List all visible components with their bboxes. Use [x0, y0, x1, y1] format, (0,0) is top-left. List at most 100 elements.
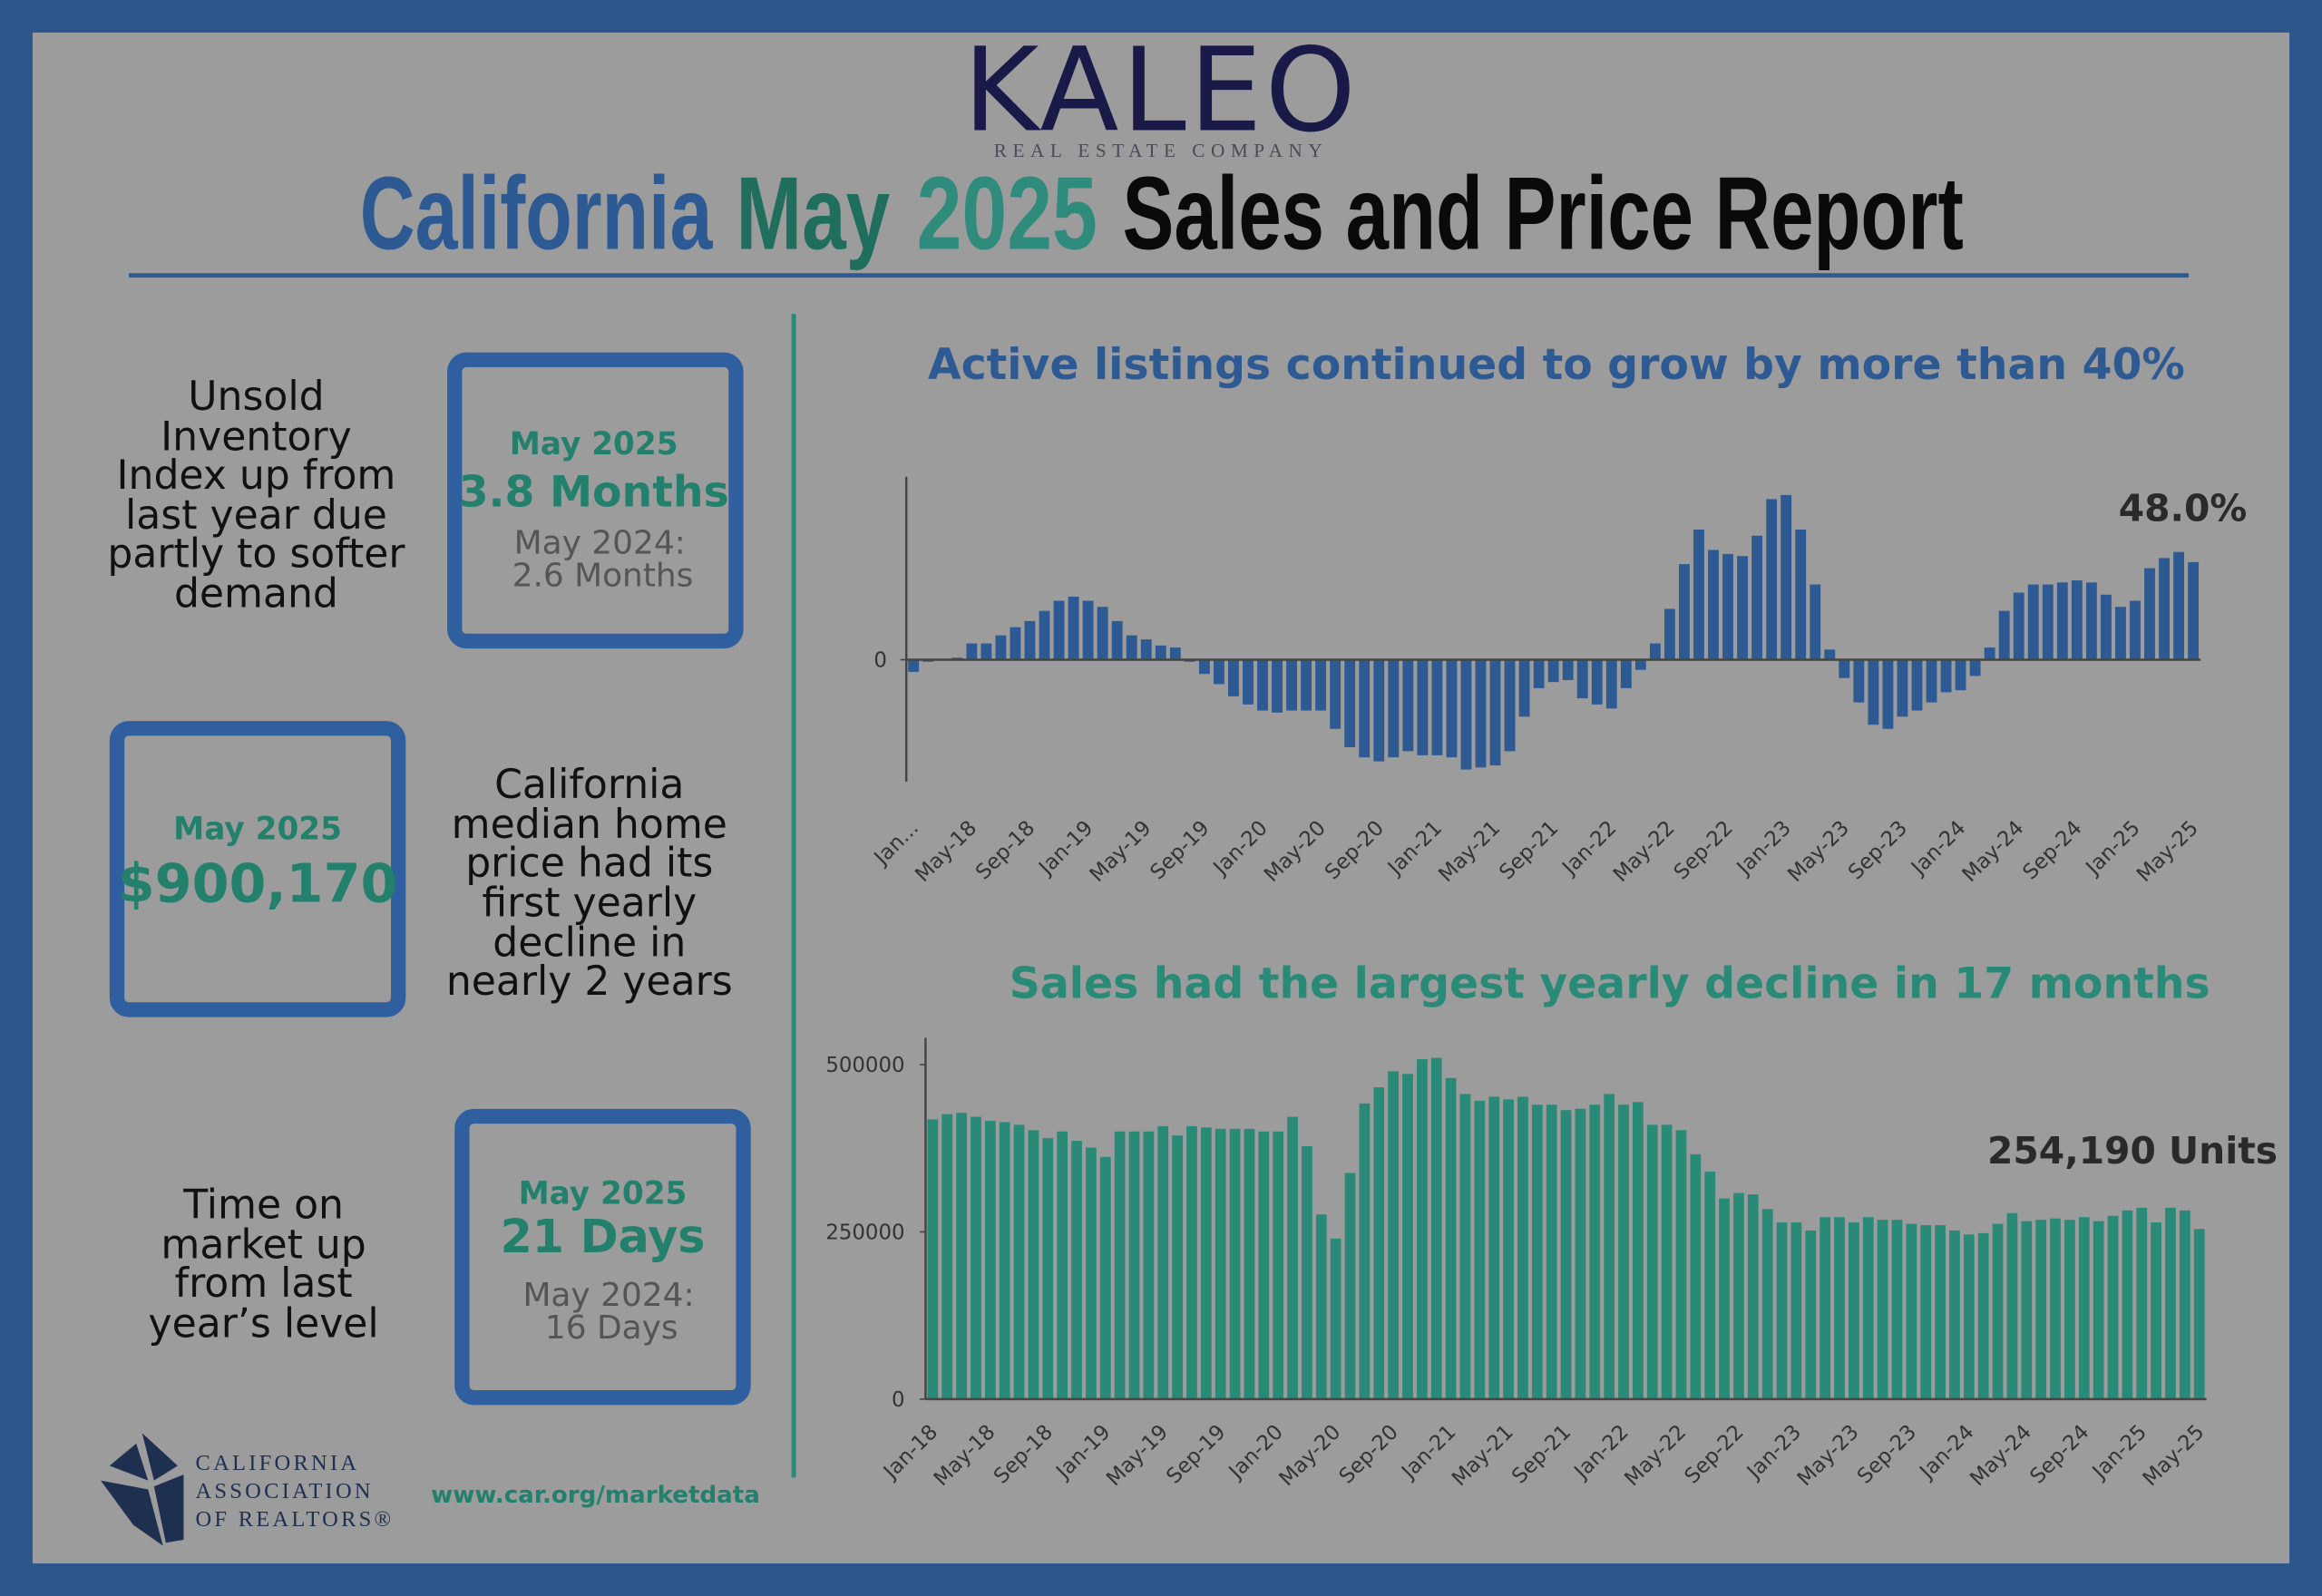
bar	[1634, 659, 1646, 670]
description-line: California	[494, 762, 684, 808]
bar	[927, 1119, 939, 1399]
bar	[999, 1122, 1010, 1399]
bar	[1028, 1130, 1039, 1399]
bar	[1200, 1127, 1212, 1399]
source-url[interactable]: www.car.org/marketdata	[431, 1482, 760, 1509]
bar	[1781, 494, 1792, 660]
chart-title: Sales had the largest yearly decline in …	[1010, 959, 2210, 1008]
bar	[1722, 553, 1733, 660]
bar	[1882, 659, 1894, 729]
bar	[2151, 1222, 2161, 1399]
bar	[1126, 635, 1137, 660]
bar	[2027, 584, 2039, 660]
bar	[2115, 607, 2126, 660]
bar	[1693, 530, 1704, 660]
bar	[2093, 1221, 2104, 1399]
bar	[956, 1113, 967, 1399]
bar	[1024, 620, 1036, 660]
bar	[1649, 643, 1661, 660]
bar	[1591, 659, 1603, 705]
bar	[2144, 568, 2155, 660]
stat-previous: 16 Days	[545, 1309, 678, 1347]
stat-previous: May 2024:	[522, 1277, 694, 1314]
bar	[2159, 558, 2170, 660]
bar	[1359, 659, 1371, 758]
description-line: from last	[175, 1260, 353, 1307]
bar	[1747, 1194, 1759, 1399]
description-line: Time on	[182, 1182, 344, 1229]
bar	[2179, 1210, 2190, 1399]
bar	[1460, 659, 1472, 770]
panel: Time on market up from last year’s level…	[149, 1108, 751, 1406]
stat-previous: 2.6 Months	[512, 558, 694, 595]
organization-line: ASSOCIATION	[196, 1479, 374, 1504]
bar	[1244, 1128, 1255, 1399]
bar	[1111, 620, 1123, 660]
bar	[1388, 659, 1400, 758]
bar	[941, 1114, 953, 1399]
panel: Unsold Inventory Index up from last year…	[107, 352, 744, 649]
bar	[1039, 610, 1050, 660]
bar	[1013, 1124, 1025, 1399]
logo-tagline: REAL ESTATE COMPANY	[994, 140, 1328, 161]
stat-value: 3.8 Months	[459, 467, 729, 517]
y-tick-label: 0	[892, 1388, 905, 1412]
bar	[1155, 645, 1166, 660]
bar	[1891, 1220, 1903, 1399]
description-line: Unsold	[188, 374, 324, 420]
bar	[981, 643, 992, 660]
bar	[1053, 600, 1065, 660]
bar	[1679, 564, 1690, 660]
bar	[1330, 659, 1341, 729]
bar	[1330, 1238, 1341, 1399]
bar	[1533, 659, 1545, 688]
bar	[1169, 647, 1181, 660]
organization-line: OF REALTORS®	[196, 1507, 395, 1532]
title-part: California	[360, 156, 714, 271]
title-part: 2025	[917, 156, 1098, 271]
bar	[1503, 1099, 1514, 1399]
bar	[1071, 1141, 1082, 1399]
bar	[1475, 659, 1487, 768]
bar	[995, 635, 1007, 660]
bar	[1430, 1057, 1442, 1399]
bar	[1157, 1125, 1169, 1399]
bar	[1388, 1071, 1399, 1399]
bar	[1488, 1096, 1500, 1399]
bar	[1068, 597, 1079, 660]
bar	[1474, 1100, 1486, 1399]
bar	[1969, 659, 1981, 676]
logo: KALEO	[963, 24, 1359, 159]
bar	[1546, 1105, 1557, 1399]
bar	[2100, 594, 2112, 660]
bar	[1877, 1220, 1888, 1399]
stat-label: May 2025	[510, 426, 678, 462]
bar	[1605, 659, 1617, 709]
bar	[2107, 1215, 2119, 1399]
bar	[1257, 659, 1268, 711]
bar	[1955, 659, 1966, 691]
bar	[2056, 582, 2068, 660]
annotation: 254,190 Units	[1987, 1129, 2278, 1173]
description-line: partly to softer	[107, 530, 405, 577]
bar	[1099, 1156, 1111, 1399]
bar	[1834, 1217, 1845, 1399]
bar	[1589, 1105, 1601, 1399]
logo-shape	[153, 1474, 184, 1543]
bar	[2035, 1220, 2047, 1399]
bar	[1140, 639, 1152, 660]
bar	[1661, 1124, 1673, 1399]
bar	[1897, 659, 1908, 717]
bar	[1992, 1223, 2004, 1399]
bar	[1286, 659, 1297, 711]
bar	[1243, 659, 1254, 705]
bar	[2193, 1229, 2205, 1399]
bar	[1010, 627, 1021, 660]
y-tick-label: 0	[873, 649, 887, 673]
bar	[1547, 659, 1559, 683]
bar	[1272, 659, 1283, 713]
bar	[1632, 1102, 1644, 1399]
description-line: Index up from	[117, 453, 396, 499]
bar	[1618, 1105, 1629, 1399]
